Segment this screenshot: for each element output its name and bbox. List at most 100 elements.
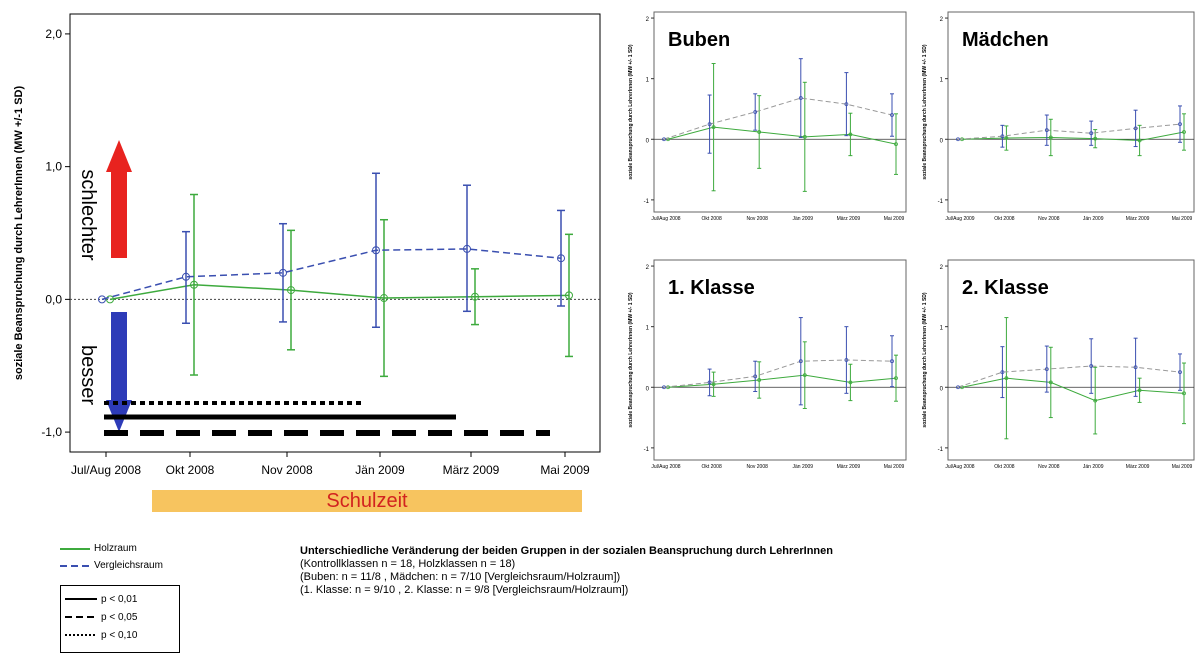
data-point [757,378,762,382]
arrow-up-head [106,140,132,172]
y-tick-label: -1 [644,199,650,205]
data-point [279,268,287,277]
y-tick-label: 2,0 [45,27,62,41]
x-tick-label: Jul/Aug 2008 [945,464,974,470]
data-point [1093,136,1098,141]
y-axis-label: soziale Beanspruchung durch LehrerInnen … [13,86,25,381]
y-tick-label: 0 [940,138,944,144]
x-tick-label: Okt 2008 [701,216,722,222]
data-point [190,280,198,289]
data-point [844,358,849,362]
significance-legend: p < 0,01 p < 0,05 p < 0,10 [60,585,180,653]
data-point [956,385,960,390]
arrow-up-shaft [111,172,127,258]
legend-vergleich-line [60,564,90,567]
x-tick-label: Jän 2009 [793,464,814,470]
x-tick-label: Mai 2009 [1172,216,1193,222]
x-tick-label: Jän 2009 [1083,464,1104,470]
panel-buben: 2 1 0 -1 Jul/Aug 2008 Okt 2008 Nov 2008 Jän 200… [628,11,907,222]
x-tick-label: Okt 2008 [166,463,215,477]
data-point [707,380,712,385]
data-point [662,385,666,390]
panel-title: Buben [668,29,730,51]
data-point [798,96,803,100]
data-point [1133,126,1138,131]
plot-frame [69,13,601,453]
data-point [1004,376,1009,381]
data-point [1093,398,1098,403]
series-line [957,365,1181,388]
legend-holz-label: Holzraum [94,543,137,554]
series-line [663,359,893,388]
x-tick-label: Okt 2008 [994,216,1015,222]
data-point [848,132,853,137]
data-point [894,142,898,147]
panel-frame [653,11,907,213]
main-chart: 2,0 1,0 0,0 -1,0 Jul/Aug 2008 Okt 2008 Nov 200… [13,13,601,477]
y-tick-label: 1,0 [45,160,62,174]
y-tick-label: 2 [646,265,650,271]
arrow-down-shaft [111,312,127,400]
y-tick-label: 2 [940,265,944,271]
y-tick-label: 1 [940,326,944,332]
data-point [798,359,803,364]
data-point [1133,365,1138,370]
data-point [662,137,666,142]
y-axis-label: soziale Beanspruchung durch LehrerInnen … [922,44,928,179]
y-axis-label: soziale Beanspruchung durch LehrerInnen … [628,44,634,179]
data-point [1048,380,1053,385]
data-point [1178,370,1182,375]
series-line [667,126,897,145]
panel-title: 1. Klasse [668,277,755,299]
data-point [848,380,853,385]
y-tick-label: -1 [938,199,944,205]
data-point [1182,130,1186,134]
x-tick-label: Mai 2009 [540,463,590,477]
y-tick-label: -1,0 [41,425,62,439]
x-tick-label: März 2009 [1126,216,1150,222]
data-point [1178,122,1182,127]
data-point [956,137,960,142]
y-tick-label: 1 [940,78,944,84]
p-001-line [65,598,97,600]
data-point [565,291,573,300]
y-tick-label: 1 [646,78,650,84]
series-line [663,97,893,140]
annotation-schlechter: schlechter [77,169,99,260]
data-point [1004,136,1009,140]
y-tick-label: 1 [646,326,650,332]
y-tick-label: -1 [644,447,650,453]
series-legend: Holzraum Vergleichsraum [60,540,163,574]
data-point [1137,388,1142,393]
x-tick-label: Nov 2008 [746,464,768,470]
x-tick-label: März 2009 [837,216,861,222]
data-point [380,294,388,303]
data-point [890,359,894,364]
series-line [667,374,897,388]
x-tick-label: Nov 2008 [1038,464,1060,470]
p-005-label: p < 0,05 [101,611,138,623]
data-point [711,125,716,130]
x-tick-label: Nov 2008 [1038,216,1060,222]
p-005-line [65,616,97,618]
data-point [557,254,565,263]
p-legend-010: p < 0,10 [61,626,179,644]
x-tick-label: Okt 2008 [701,464,722,470]
p-001-label: p < 0,01 [101,593,138,605]
panel-maedchen: 2 1 0 -1 Jul/Aug 2009 Okt 2008 Nov 2008 Jän 200… [922,11,1195,222]
y-tick-label: 0,0 [45,292,62,306]
data-point [1044,128,1049,133]
annotation-besser: besser [77,345,99,405]
data-point [753,110,758,114]
panel-klasse-1: 2 1 0 -1 Jul/Aug 2008 Okt 2008 Nov 2008 Jän 200… [628,259,907,470]
x-tick-label: Jul/Aug 2008 [71,463,141,477]
y-tick-label: 0 [646,138,650,144]
legend-vergleich-label: Vergleichsraum [94,560,163,571]
data-point [753,374,758,379]
data-point [1000,134,1005,139]
x-tick-label: Jän 2009 [793,216,814,222]
data-point [802,134,807,139]
series-line [109,284,570,301]
x-tick-label: Jul/Aug 2009 [945,216,974,222]
data-point [1048,135,1053,140]
